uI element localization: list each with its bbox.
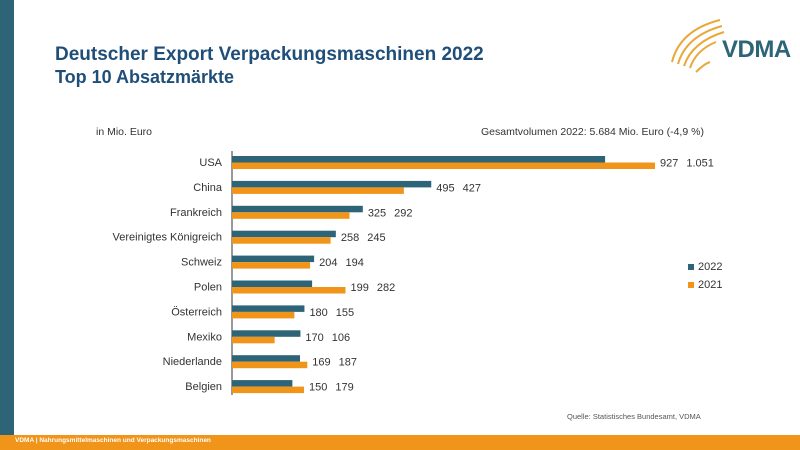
bar-2021	[232, 187, 404, 194]
data-label-2022: 495	[436, 182, 454, 194]
legend-label: 2021	[698, 279, 723, 291]
data-label-2022: 325	[368, 207, 386, 219]
data-label-2022: 199	[351, 282, 369, 294]
bar-2022	[232, 330, 301, 337]
bar-2021	[232, 311, 295, 319]
footer-text: VDMA | Nahrungsmittelmaschinen und Verpa…	[15, 437, 211, 444]
category-label: Vereinigtes Königreich	[113, 232, 222, 244]
bar-2021	[232, 336, 275, 344]
bar-2022	[232, 230, 336, 238]
data-label-2021: 155	[336, 307, 354, 319]
page-subtitle: Top 10 Absatzmärkte	[55, 67, 235, 87]
data-label-group: 325 292	[368, 207, 413, 219]
bar-2022	[232, 180, 432, 188]
bar-2022	[232, 156, 606, 163]
source-note: Quelle: Statistisches Bundesamt, VDMA	[567, 412, 701, 421]
data-label-2021: 292	[394, 207, 412, 219]
footer-bar: VDMA | Nahrungsmittelmaschinen und Verpa…	[0, 435, 800, 450]
bar-2022	[232, 305, 305, 312]
vdma-logo-text: VDMA	[722, 36, 791, 63]
data-label-group: 180 155	[309, 307, 354, 319]
data-label-group: 169 187	[312, 357, 357, 369]
data-label-group: 150 179	[309, 382, 354, 394]
data-label-group: 258 245	[341, 232, 386, 244]
bar-2021	[232, 212, 350, 219]
data-label-2022: 258	[341, 232, 359, 244]
data-label-2021: 179	[335, 382, 353, 394]
bar-2022	[232, 355, 301, 362]
bar-2022	[232, 255, 315, 263]
data-label-2022: 150	[309, 382, 327, 394]
bar-2022	[232, 280, 313, 287]
bar-2022	[232, 205, 363, 213]
legend-item-2022: 2022	[688, 261, 722, 273]
category-label: Niederlande	[163, 356, 222, 368]
data-label-group: 927 1.051	[660, 158, 714, 170]
category-label: USA	[199, 157, 222, 169]
category-label: Frankreich	[170, 207, 222, 219]
bar-2021	[232, 361, 308, 369]
data-label-group: 204 194	[319, 257, 364, 269]
data-label-2021: 245	[367, 232, 385, 244]
data-label-2022: 927	[660, 158, 678, 170]
unit-label: in Mio. Euro	[96, 126, 153, 138]
data-label-group: 495 427	[436, 182, 481, 194]
bar-2021	[232, 262, 311, 269]
category-label: Schweiz	[181, 257, 222, 269]
category-label: China	[193, 182, 223, 194]
data-label-group: 170 106	[305, 332, 350, 344]
bar-2021	[232, 287, 346, 294]
bar-2021	[232, 386, 305, 394]
category-label: Polen	[194, 282, 222, 294]
sidebar-accent	[0, 0, 14, 435]
vdma-logo-icon	[671, 19, 725, 73]
data-label-2021: 194	[345, 257, 363, 269]
total-annotation: Gesamtvolumen 2022: 5.684 Mio. Euro (-4,…	[481, 126, 704, 138]
bar-2022	[232, 380, 293, 387]
data-label-2022: 170	[305, 332, 323, 344]
data-label-2021: 187	[339, 357, 357, 369]
legend-label: 2022	[698, 261, 723, 273]
bar-2021	[232, 162, 656, 169]
data-label-2022: 180	[309, 307, 327, 319]
data-label-2022: 204	[319, 257, 337, 269]
data-label-group: 199 282	[351, 282, 396, 294]
category-label: Belgien	[185, 381, 222, 393]
data-label-2021: 282	[377, 282, 395, 294]
bar-2021	[232, 237, 331, 244]
data-label-2021: 106	[332, 332, 350, 344]
category-label: Österreich	[171, 306, 222, 318]
data-label-2022: 169	[312, 357, 330, 369]
category-label: Mexiko	[187, 331, 222, 343]
page-title: Deutscher Export Verpackungsmaschinen 20…	[55, 44, 484, 65]
legend-item-2021: 2021	[688, 279, 722, 291]
data-label-2021: 1.051	[686, 158, 714, 170]
data-label-2021: 427	[463, 182, 481, 194]
